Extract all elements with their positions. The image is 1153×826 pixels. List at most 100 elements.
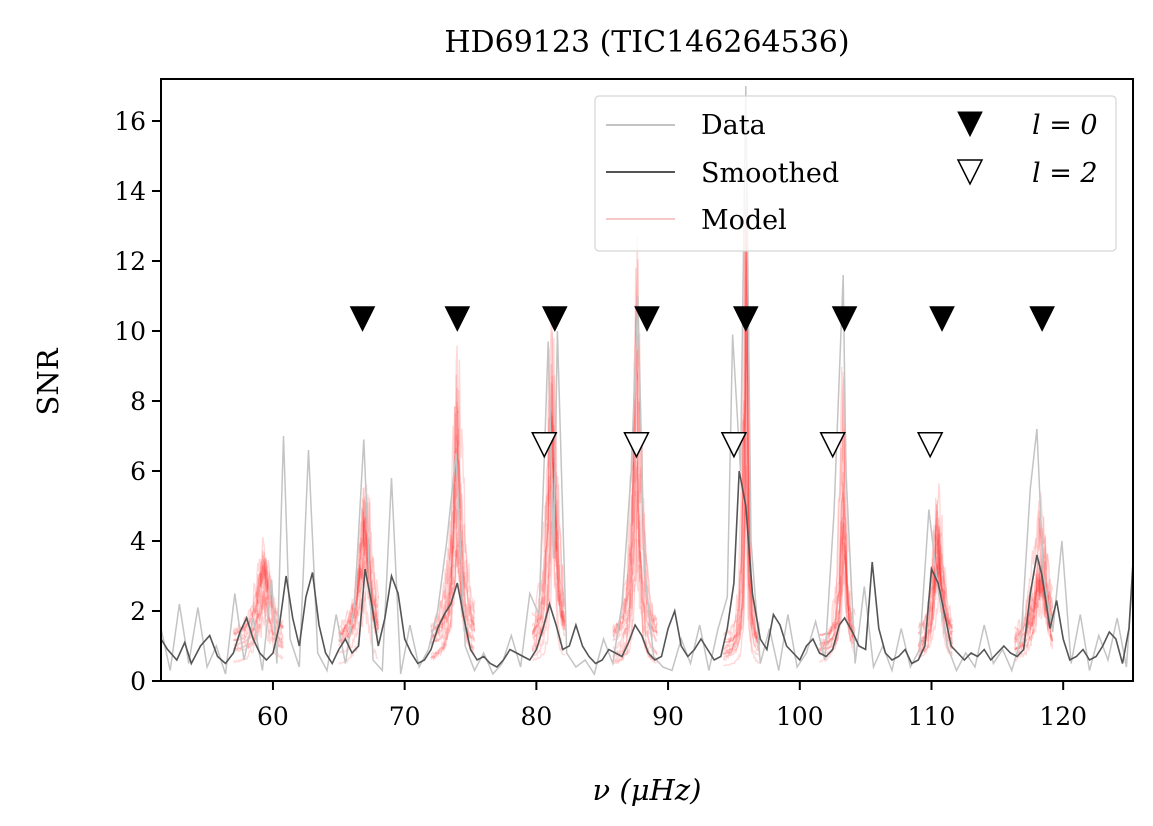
model-curve [917,561,953,648]
model-curve [723,465,761,667]
l0-marker [541,306,568,332]
model-curve [722,193,761,661]
model-curve [612,489,658,659]
model-curve [918,538,953,628]
legend-l2-label: l = 2 [1032,158,1098,189]
l2-marker [531,432,558,459]
legend-l2-marker [956,159,984,186]
x-tick-label: 80 [520,702,552,731]
model-curve [1013,592,1054,662]
y-tick-label: 10 [114,317,146,346]
model-curve [430,401,476,645]
legend-data-label: Data [701,110,766,141]
model-curve [531,364,566,638]
model-curve [612,443,658,636]
l0-marker [634,306,660,332]
legend-smoothed-label: Smoothed [701,158,839,189]
legend: Data Smoothed Model l = 0 l = 2 [594,95,1117,252]
x-tick-label: 110 [908,702,956,731]
model-curve [722,236,761,638]
x-axis-label: ν (μHz) [593,773,702,807]
y-tick-label: 0 [130,667,146,696]
y-tick-label: 6 [130,457,146,486]
model-curve [531,421,566,634]
legend-l0-label: l = 0 [1032,110,1098,141]
x-tick-label: 70 [389,702,421,731]
y-tick-label: 4 [130,527,146,556]
data-series-line [161,85,1133,676]
model-curve [532,338,566,642]
y-tick-label: 14 [114,177,146,206]
model-curve [917,483,953,647]
model-curve [723,326,760,644]
model-curve [722,207,761,656]
model-curve [723,245,761,641]
model-curve [612,259,658,632]
l2-marker [819,432,846,459]
y-tick-label: 2 [130,597,146,626]
y-tick-label: 8 [130,387,146,416]
model-curve [917,533,953,648]
model-curve [531,332,566,635]
model-curve [338,516,379,643]
model-curve [232,550,284,638]
x-tick-label: 60 [257,702,289,731]
l0-marker [831,306,858,332]
model-curve [1013,510,1054,631]
model-curve [430,345,476,633]
l2-marker [623,432,650,459]
l0-marker [349,306,376,332]
model-curve [819,372,856,638]
model-curve [430,387,475,659]
model-curve [612,466,658,642]
model-curve [723,432,761,652]
model-curve [338,487,379,634]
x-tick-label: 100 [776,702,824,731]
legend-l0-marker [957,111,983,138]
model-curve [531,399,566,627]
model-curve [1014,565,1054,650]
y-tick-label: 12 [114,247,146,276]
l2-marker [720,432,748,459]
model-curve [232,614,284,664]
model-curve [918,549,953,644]
x-tick-label: 120 [1039,702,1087,731]
l0-marker [929,306,955,332]
plot-frame [160,78,1134,682]
model-curve [1013,517,1054,651]
model-curve [532,532,566,662]
model-curve [722,419,761,651]
l2-marker [916,432,944,459]
model-curve [723,413,761,658]
model-curve [430,506,475,640]
mode-markers [349,306,1055,459]
legend-model-label: Model [701,205,787,236]
y-tick-label: 16 [114,107,146,136]
model-curve [917,528,953,632]
y-axis-label: SNR [31,347,65,415]
model-curve [612,236,658,630]
model-curve [531,414,566,649]
model-curve [723,258,761,656]
model-curve [917,504,953,636]
model-curve [819,516,856,637]
model-curve [338,520,379,635]
smoothed-series-line [161,470,1133,668]
model-curve [612,349,658,651]
model-curve [338,511,379,634]
model-curve [531,375,566,636]
model-curve [430,428,476,638]
model-curve [531,481,566,659]
model-curve [338,498,379,640]
chart-title: HD69123 (TIC146264536) [444,25,849,60]
x-tick-label: 90 [652,702,684,731]
model-curve [531,398,566,652]
model-curve [430,515,476,634]
model-curve [531,417,566,635]
legend-box [594,95,1117,252]
model-curve [233,558,284,636]
l0-marker [1029,306,1055,332]
model-curve [612,539,658,663]
model-curve [819,472,856,636]
